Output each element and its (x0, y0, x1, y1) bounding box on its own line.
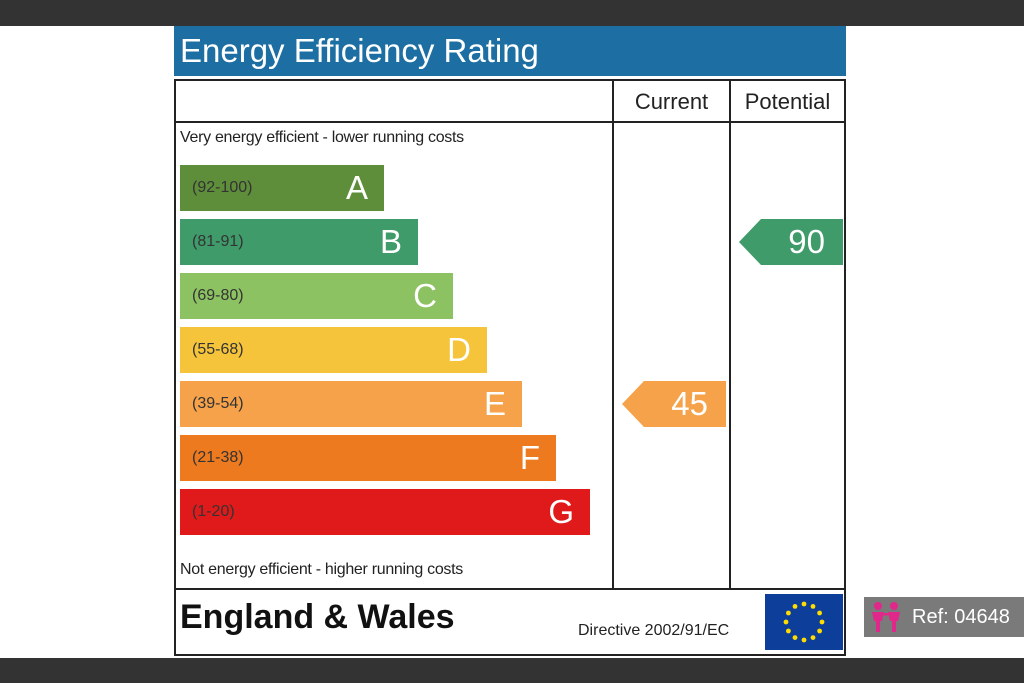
potential-column-header: Potential (744, 89, 831, 114)
eu-flag-icon (765, 594, 843, 650)
current-rating-marker: 45 (622, 381, 726, 427)
band-g: (1-20) G (180, 489, 590, 535)
reference-badge: Ref: 04648 (864, 597, 1024, 637)
flag-star (792, 604, 798, 609)
country-label: England & Wales (180, 598, 455, 636)
energy-rating-chart: Energy Efficiency Rating Current Potenti… (174, 26, 846, 656)
chart-title: Energy Efficiency Rating (174, 26, 846, 76)
band-range-label: (69-80) (192, 287, 244, 304)
potential-rating-value: 90 (788, 223, 825, 260)
band-d: (55-68) D (180, 327, 487, 373)
flag-star (792, 635, 798, 640)
band-c: (69-80) C (180, 273, 453, 319)
band-range-label: (92-100) (192, 179, 253, 196)
current-column-header: Current (634, 89, 709, 114)
band-range-label: (1-20) (192, 503, 235, 520)
current-column-divider (612, 81, 614, 588)
band-range-label: (39-54) (192, 395, 244, 412)
header-divider (176, 121, 844, 123)
flag-star (801, 601, 807, 607)
flag-star (817, 628, 822, 634)
rating-frame: Current Potential Very energy efficient … (174, 79, 846, 590)
band-range-label: (55-68) (192, 341, 244, 358)
band-range-label: (81-91) (192, 233, 244, 250)
flag-star (783, 619, 789, 625)
flag-star (817, 610, 822, 616)
reference-label: Ref: 04648 (912, 606, 1010, 628)
band-letter: A (345, 169, 368, 206)
current-marker-shape (622, 381, 726, 427)
potential-marker-shape (739, 219, 843, 265)
top-letterbox-bar (0, 0, 1024, 26)
band-letter: C (413, 277, 437, 314)
band-letter: F (519, 439, 540, 476)
band-a: (92-100) A (180, 165, 384, 211)
flag-star (819, 619, 825, 625)
flag-star (786, 628, 791, 634)
band-b: (81-91) B (180, 219, 418, 265)
flag-star (810, 604, 816, 609)
bottom-caption: Not energy efficient - higher running co… (180, 561, 463, 578)
potential-column-divider (729, 81, 731, 588)
band-letter: D (447, 331, 471, 368)
flag-star (810, 635, 816, 640)
directive-label: Directive 2002/91/EC (578, 622, 730, 639)
band-e: (39-54) E (180, 381, 522, 427)
flag-star (801, 637, 807, 643)
band-letter: B (379, 223, 402, 260)
bottom-letterbox-bar (0, 658, 1024, 683)
band-range-label: (21-38) (192, 449, 244, 466)
people-icon (868, 601, 904, 647)
band-f: (21-38) F (180, 435, 556, 481)
current-rating-value: 45 (671, 385, 708, 422)
band-letter: E (483, 385, 506, 422)
band-letter: G (548, 493, 574, 530)
flag-star (786, 610, 791, 616)
top-caption: Very energy efficient - lower running co… (180, 129, 464, 146)
potential-rating-marker: 90 (739, 219, 843, 265)
footer: England & Wales Directive 2002/91/EC (174, 588, 846, 656)
